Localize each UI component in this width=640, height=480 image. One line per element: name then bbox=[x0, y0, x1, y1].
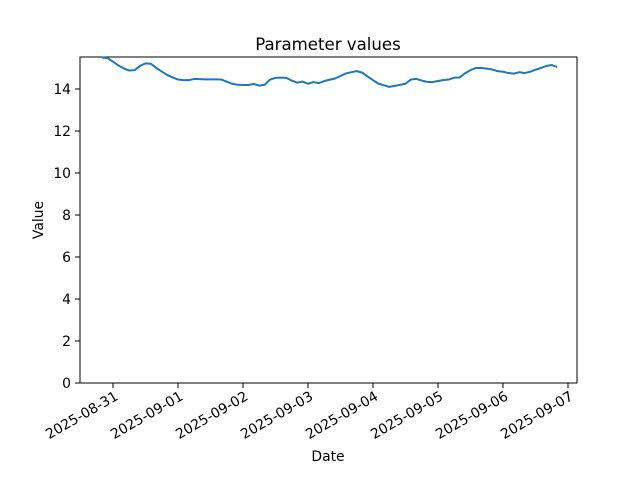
x-tick-label: 2025-08-31 bbox=[43, 389, 121, 443]
data-series-line bbox=[102, 56, 558, 88]
y-tick-label: 10 bbox=[53, 166, 71, 182]
x-tick-label: 2025-09-03 bbox=[238, 389, 316, 443]
y-tick-label: 0 bbox=[62, 376, 71, 392]
y-tick-label: 14 bbox=[53, 82, 71, 98]
y-tick-label: 8 bbox=[62, 208, 71, 224]
x-axis-label: Date bbox=[311, 449, 344, 465]
y-tick-label: 4 bbox=[62, 292, 71, 308]
x-tick-label: 2025-09-06 bbox=[433, 389, 511, 443]
x-tick-label: 2025-09-04 bbox=[303, 389, 381, 443]
y-axis-label: Value bbox=[31, 201, 47, 239]
x-tick-label: 2025-09-05 bbox=[368, 389, 446, 443]
y-tick-label: 2 bbox=[62, 334, 71, 350]
chart-title: Parameter values bbox=[255, 35, 401, 54]
y-tick-label: 12 bbox=[53, 124, 71, 140]
y-tick-label: 6 bbox=[62, 250, 71, 266]
y-axis-ticks: 0 2 4 6 8 10 12 14 bbox=[53, 82, 80, 392]
x-tick-label: 2025-09-07 bbox=[498, 389, 576, 443]
x-axis-ticks: 2025-08-312025-09-012025-09-022025-09-03… bbox=[43, 383, 576, 443]
plot-area-border bbox=[79, 56, 578, 384]
x-tick-label: 2025-09-01 bbox=[108, 389, 186, 443]
x-tick-label: 2025-09-02 bbox=[173, 389, 251, 443]
